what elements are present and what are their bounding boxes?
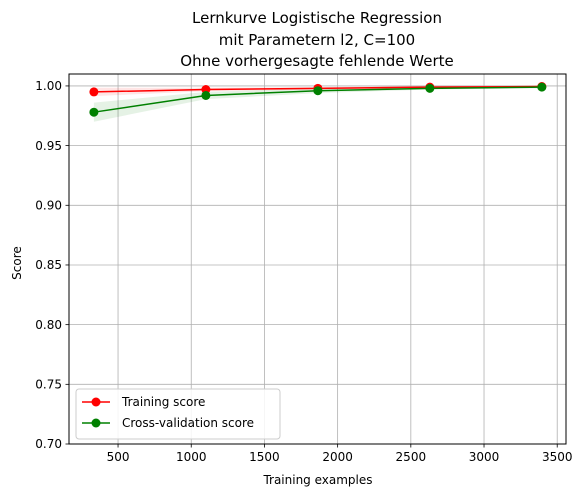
y-tick-label: 1.00 — [35, 79, 62, 93]
x-axis-label: Training examples — [262, 473, 372, 487]
data-point-cross-validation — [425, 83, 435, 93]
legend-marker-cross-validation — [91, 418, 101, 428]
x-tick-label: 2500 — [396, 450, 427, 464]
legend-box — [75, 388, 281, 440]
y-tick-label: 0.75 — [35, 378, 62, 392]
data-point-training — [89, 87, 99, 97]
legend-entry-cross-validation: Cross-validation score — [82, 416, 254, 430]
y-tick-label: 0.90 — [35, 198, 62, 212]
chart-title-line-3: Ohne vorhergesagte fehlende Werte — [180, 52, 453, 70]
legend-marker-training — [91, 397, 101, 407]
data-point-cross-validation — [537, 82, 547, 92]
axis-ticks: 500 1000 1500 2000 2500 3000 3500 0.70 0.75 0.80 0… — [35, 79, 572, 464]
legend-entry-training: Training score — [82, 395, 205, 409]
chart-title: Lernkurve Logistische Regression mit Par… — [180, 9, 453, 70]
y-tick-label: 0.80 — [35, 318, 62, 332]
legend: Training score Cross-validation score — [75, 388, 281, 440]
data-point-cross-validation — [201, 90, 211, 100]
x-tick-label: 1000 — [176, 450, 207, 464]
legend-label-training: Training score — [121, 395, 205, 409]
plot-area-frame — [68, 73, 567, 445]
y-tick-label: 0.95 — [35, 139, 62, 153]
x-tick-label: 3000 — [469, 450, 500, 464]
chart-title-line-2: mit Parametern l2, C=100 — [219, 31, 415, 49]
legend-label-cross-validation: Cross-validation score — [122, 416, 254, 430]
data-point-cross-validation — [89, 107, 99, 117]
y-tick-label: 0.85 — [35, 258, 62, 272]
data-point-cross-validation — [313, 86, 323, 96]
x-tick-label: 1500 — [249, 450, 280, 464]
chart-title-line-1: Lernkurve Logistische Regression — [192, 9, 442, 27]
x-tick-label: 3500 — [542, 450, 573, 464]
y-tick-label: 0.70 — [35, 437, 62, 451]
y-axis-label: Score — [10, 246, 24, 280]
x-tick-label: 2000 — [322, 450, 353, 464]
x-tick-label: 500 — [107, 450, 130, 464]
series-points — [89, 82, 547, 117]
